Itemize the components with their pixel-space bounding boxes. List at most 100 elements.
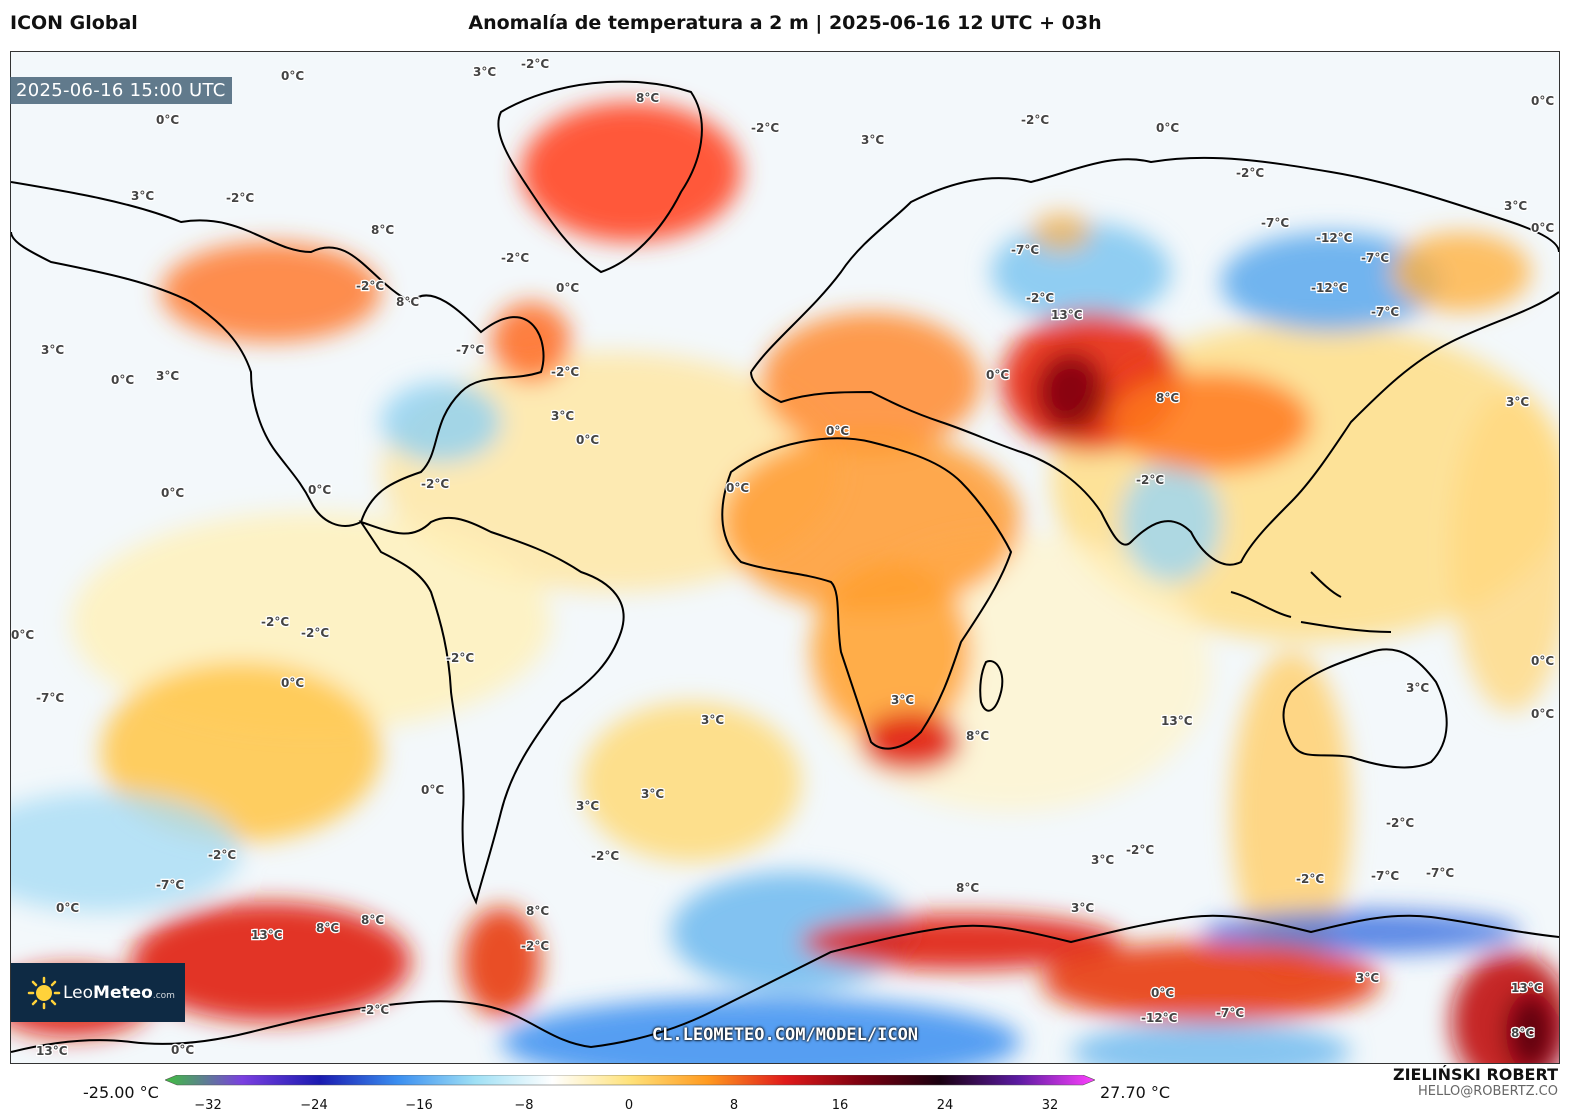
isotherm-label: -2°C — [1021, 113, 1049, 127]
isotherm-labels: 0°C0°C3°C-2°C8°C-2°C3°C0°C3°C -2°C8°C-2°C… — [11, 56, 1556, 1060]
isotherm-label: -7°C — [1261, 216, 1289, 230]
isotherm-label: -2°C — [591, 849, 619, 863]
author-name: ZIELIŃSKI ROBERT — [1392, 1065, 1558, 1084]
isotherm-label: 0°C — [1151, 986, 1174, 1000]
isotherm-label: 3°C — [1504, 199, 1527, 213]
isotherm-label: 3°C — [1091, 853, 1114, 867]
isotherm-label: -12°C — [1316, 231, 1353, 245]
colorbar-tick-label: 24 — [936, 1098, 954, 1113]
colorbar-tick-label: −32 — [194, 1098, 222, 1113]
isotherm-label: 3°C — [891, 693, 914, 707]
scale-min-label: -25.00 °C — [83, 1083, 159, 1102]
isotherm-label: 13°C — [1051, 308, 1083, 322]
isotherm-label: 0°C — [576, 433, 599, 447]
isotherm-label: 8°C — [1156, 391, 1179, 405]
isotherm-label: -7°C — [1361, 251, 1389, 265]
colorbar-tick-label: −24 — [300, 1098, 328, 1113]
isotherm-label: 3°C — [131, 189, 154, 203]
valid-time-badge: 2025-06-16 15:00 UTC — [10, 77, 232, 104]
isotherm-label: -7°C — [156, 878, 184, 892]
isotherm-label: -2°C — [261, 615, 289, 629]
isotherm-label: -7°C — [1216, 1006, 1244, 1020]
isotherm-label: 3°C — [576, 799, 599, 813]
source-url[interactable]: CL.LEOMETEO.COM/MODEL/ICON — [651, 1025, 919, 1045]
isotherm-label: 0°C — [1156, 121, 1179, 135]
colorbar-tick-label: 8 — [729, 1098, 739, 1113]
isotherm-label: -12°C — [1141, 1011, 1178, 1025]
author-credit: ZIELIŃSKI ROBERT HELLO@ROBERTZ.CO — [1393, 1065, 1558, 1099]
isotherm-label: 8°C — [966, 729, 989, 743]
isotherm-label: -12°C — [1311, 281, 1348, 295]
isotherm-label: -7°C — [1011, 243, 1039, 257]
isotherm-label: 3°C — [861, 133, 884, 147]
colorbar-tick-label: −8 — [514, 1098, 534, 1113]
colorbar-tick-label: 16 — [831, 1098, 849, 1113]
isotherm-label: 0°C — [308, 483, 331, 497]
isotherm-label: 0°C — [1531, 654, 1554, 668]
isotherm-label: -2°C — [226, 191, 254, 205]
isotherm-label: 0°C — [421, 783, 444, 797]
isotherm-label: -7°C — [1426, 866, 1454, 880]
isotherm-label: 8°C — [396, 295, 419, 309]
isotherm-label: -2°C — [521, 939, 549, 953]
map-area: 0°C 0°C 3°C -2°C 8°C -2°C 3°C 0°C 3°C -2°C 8°C -2°C… — [10, 51, 1560, 1064]
isotherm-label: 3°C — [156, 369, 179, 383]
colorbar — [165, 1075, 1095, 1086]
leometeo-logo: LeoMeteo.com — [11, 963, 185, 1022]
isotherm-label: -2°C — [1126, 843, 1154, 857]
colorbar-tick-label: 0 — [624, 1098, 634, 1113]
anomaly-map: 0°C0°C3°C-2°C8°C-2°C3°C0°C3°C -2°C8°C-2°C… — [11, 52, 1559, 1063]
isotherm-label: 0°C — [556, 281, 579, 295]
isotherm-label: 3°C — [473, 65, 496, 79]
isotherm-label: 0°C — [156, 113, 179, 127]
isotherm-label: 3°C — [1506, 395, 1529, 409]
isotherm-label: 0°C — [1531, 221, 1554, 235]
isotherm-label: 13°C — [36, 1044, 68, 1058]
isotherm-label: -7°C — [456, 343, 484, 357]
isotherm-label: -2°C — [521, 57, 549, 71]
isotherm-label: -2°C — [751, 121, 779, 135]
isotherm-label: 8°C — [526, 904, 549, 918]
isotherm-label: -2°C — [356, 279, 384, 293]
isotherm-label: 13°C — [1511, 981, 1543, 995]
scale-max-label: 27.70 °C — [1100, 1083, 1171, 1102]
isotherm-label: -2°C — [446, 651, 474, 665]
isotherm-label: -2°C — [361, 1003, 389, 1017]
isotherm-label: -7°C — [1371, 305, 1399, 319]
isotherm-label: 8°C — [316, 921, 339, 935]
isotherm-label: 0°C — [1531, 707, 1554, 721]
isotherm-label: 3°C — [1406, 681, 1429, 695]
isotherm-label: 0°C — [161, 486, 184, 500]
isotherm-label: 13°C — [251, 928, 283, 942]
isotherm-label: 0°C — [171, 1043, 194, 1057]
colorbar-tick-label: −16 — [405, 1098, 433, 1113]
isotherm-label: -2°C — [208, 848, 236, 862]
isotherm-label: 8°C — [371, 223, 394, 237]
isotherm-label: 8°C — [361, 913, 384, 927]
logo-text-light: Leo — [63, 982, 94, 1003]
isotherm-label: 0°C — [281, 69, 304, 83]
isotherm-label: 3°C — [641, 787, 664, 801]
sun-icon — [27, 976, 61, 1009]
author-email[interactable]: HELLO@ROBERTZ.CO — [1417, 1084, 1558, 1099]
isotherm-label: -2°C — [1026, 291, 1054, 305]
isotherm-label: -2°C — [1236, 166, 1264, 180]
isotherm-label: 8°C — [636, 91, 659, 105]
model-name: ICON Global — [10, 12, 138, 34]
isotherm-label: 0°C — [56, 901, 79, 915]
isotherm-label: -2°C — [301, 626, 329, 640]
isotherm-label: 0°C — [281, 676, 304, 690]
isotherm-label: 3°C — [1071, 901, 1094, 915]
isotherm-label: 3°C — [551, 409, 574, 423]
colorbar-tick-label: 32 — [1041, 1098, 1059, 1113]
coastlines — [11, 80, 1559, 1053]
isotherm-label: 0°C — [11, 628, 34, 642]
isotherm-label: 0°C — [1531, 94, 1554, 108]
isotherm-label: 8°C — [1511, 1026, 1534, 1040]
isotherm-label: 3°C — [701, 713, 724, 727]
isotherm-label: -2°C — [1296, 872, 1324, 886]
anomaly-shading — [11, 102, 1559, 1063]
isotherm-label: 3°C — [1356, 971, 1379, 985]
isotherm-label: 8°C — [956, 881, 979, 895]
isotherm-label: -2°C — [551, 365, 579, 379]
